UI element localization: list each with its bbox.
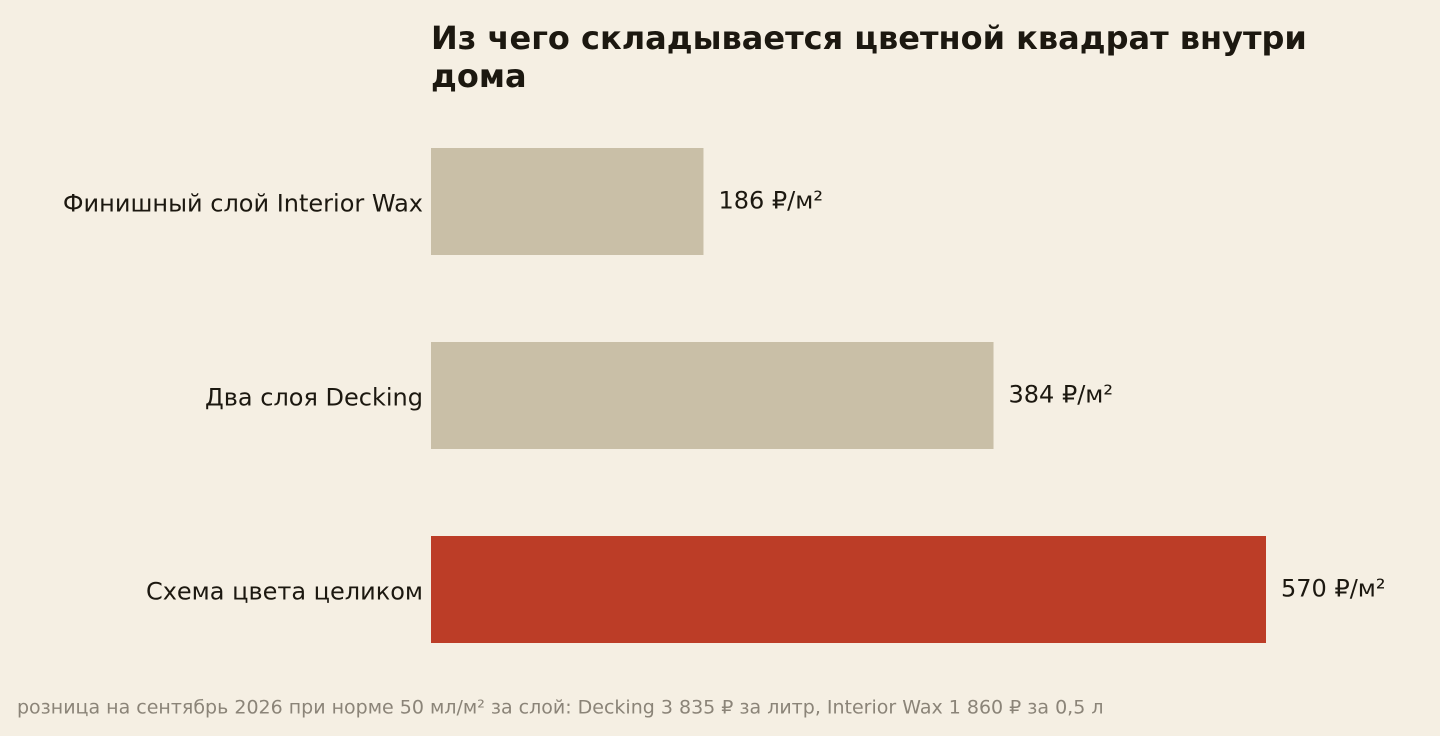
bar (431, 148, 704, 255)
footnote: розница на сентябрь 2026 при норме 50 мл… (17, 697, 1104, 719)
value-label: 570 ₽/м² (1281, 575, 1386, 603)
category-label: Схема цвета целиком (146, 578, 423, 606)
value-label: 186 ₽/м² (718, 187, 823, 215)
bar (431, 342, 994, 449)
chart-title: Из чего складывается цветной квадрат вну… (431, 19, 1307, 95)
value-label: 384 ₽/м² (1009, 381, 1114, 409)
category-label: Два слоя Decking (205, 384, 423, 412)
category-label: Финишный слой Interior Wax (63, 190, 423, 218)
bar (431, 536, 1266, 643)
